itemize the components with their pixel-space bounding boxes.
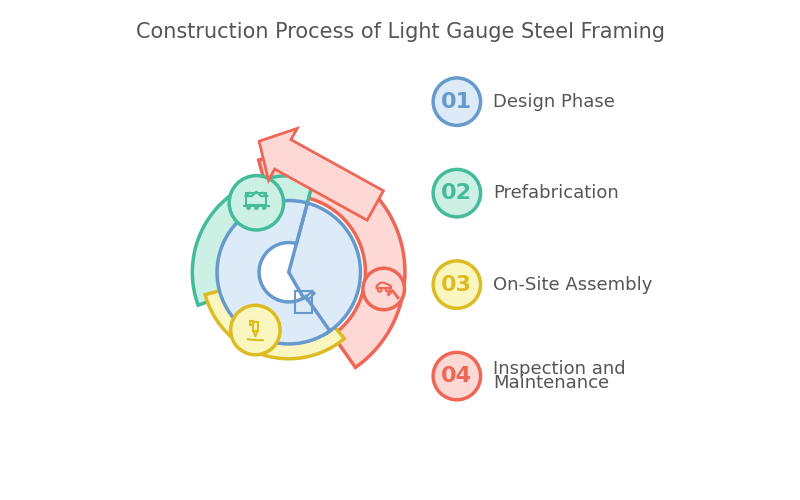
Polygon shape: [259, 128, 383, 220]
Polygon shape: [192, 176, 314, 305]
Polygon shape: [258, 156, 405, 368]
Text: 04: 04: [442, 366, 472, 386]
Circle shape: [433, 170, 481, 217]
Circle shape: [433, 352, 481, 400]
Circle shape: [229, 176, 283, 230]
Polygon shape: [217, 200, 330, 344]
Bar: [246, 193, 266, 205]
Circle shape: [433, 261, 481, 308]
Text: Maintenance: Maintenance: [493, 374, 609, 392]
Text: 02: 02: [442, 183, 472, 203]
Text: Prefabrication: Prefabrication: [493, 184, 618, 202]
Circle shape: [247, 206, 250, 209]
Circle shape: [433, 78, 481, 126]
Circle shape: [363, 268, 405, 310]
Text: Design Phase: Design Phase: [493, 92, 615, 110]
Polygon shape: [205, 284, 344, 359]
Circle shape: [262, 206, 266, 209]
Bar: [295, 291, 312, 313]
Text: On-Site Assembly: On-Site Assembly: [493, 276, 652, 293]
Circle shape: [230, 306, 280, 355]
Text: 03: 03: [442, 274, 472, 294]
Bar: [250, 321, 254, 326]
Circle shape: [255, 206, 258, 209]
Polygon shape: [289, 203, 361, 334]
Text: Construction Process of Light Gauge Steel Framing: Construction Process of Light Gauge Stee…: [135, 22, 665, 42]
Bar: [253, 322, 258, 331]
Text: Inspection and: Inspection and: [493, 360, 626, 378]
Text: 01: 01: [442, 92, 473, 112]
